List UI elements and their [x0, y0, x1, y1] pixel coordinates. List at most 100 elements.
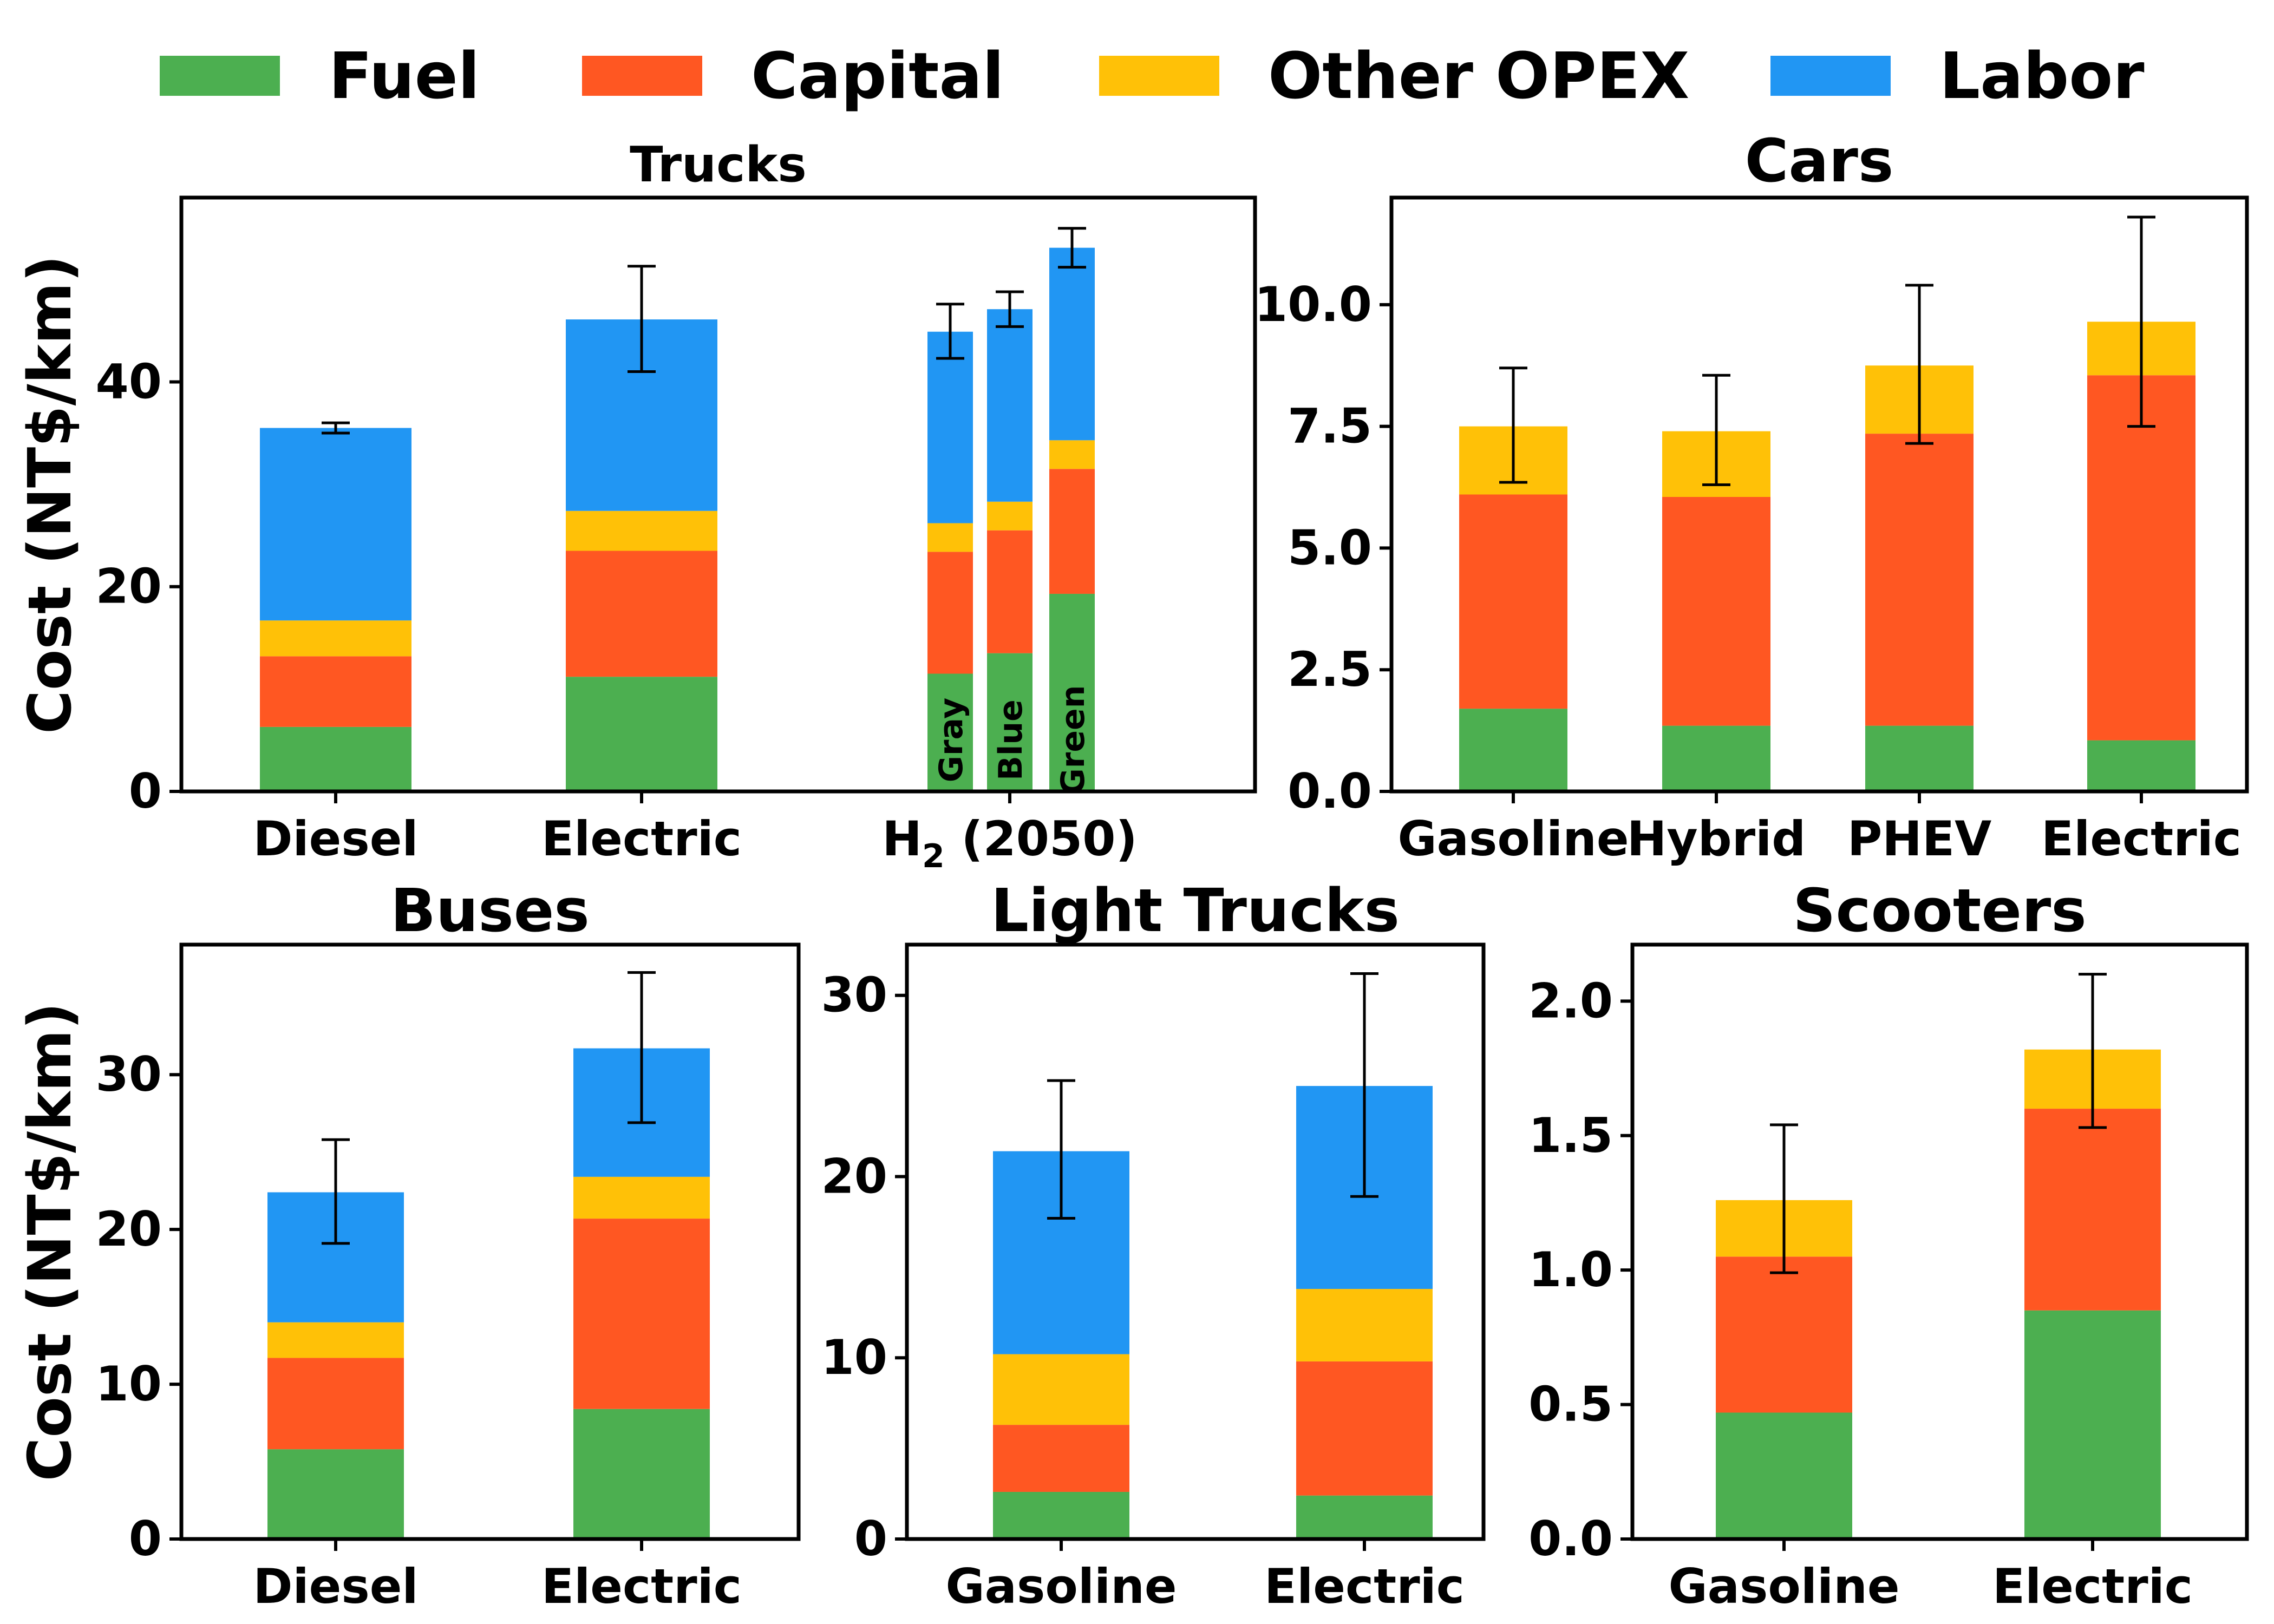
panel-title: Light Trucks — [991, 876, 1400, 945]
y-tick-label: 0.0 — [1528, 1511, 1613, 1567]
panel-scooters: Scooters 0.0 0.5 1.0 1.5 2.0 Gasoline Electric — [1528, 876, 2249, 1614]
bar-segment-fuel — [1662, 725, 1770, 791]
bar-segment-opex — [927, 523, 973, 552]
y-tick-label: 20 — [96, 559, 162, 614]
y-tick-label: 10.0 — [1254, 277, 1372, 332]
bar-segment-capital — [1049, 469, 1095, 594]
y-tick-label: 2.5 — [1288, 641, 1372, 697]
bar-segment-capital — [267, 1358, 404, 1450]
legend-label-opex: Other OPEX — [1268, 38, 1690, 113]
bar-segment-labor — [987, 309, 1033, 502]
bar-segment-capital — [1459, 494, 1567, 709]
bar-sublabel: Green — [1054, 685, 1092, 795]
bar-segment-fuel — [927, 673, 973, 791]
bar-segment-capital — [1296, 1361, 1433, 1496]
y-tick-label: 0 — [129, 763, 162, 819]
bar-segment-opex — [987, 501, 1033, 531]
y-tick-label: 0 — [854, 1511, 887, 1567]
panel-title: Cars — [1745, 126, 1894, 195]
bar-segment-capital — [573, 1219, 710, 1409]
bar-segment-fuel — [2024, 1310, 2161, 1539]
plot-frame — [179, 195, 1257, 794]
panel-title: Scooters — [1793, 876, 2086, 945]
bar-segment-fuel — [566, 677, 717, 791]
bar-segment-capital — [927, 552, 973, 674]
panel-buses: Buses 0 10 20 30 Diesel Electric — [96, 876, 801, 1614]
x-tick-label: Electric — [541, 1558, 742, 1614]
bar-segment-fuel — [260, 726, 411, 791]
y-tick-label: 7.5 — [1288, 398, 1372, 454]
bar-segment-capital — [260, 656, 411, 727]
legend-swatch-capital — [582, 56, 702, 96]
y-tick-label: 0.5 — [1528, 1377, 1613, 1432]
legend-swatch-fuel — [160, 56, 280, 96]
panel-title: Buses — [390, 876, 590, 945]
bar-segment-labor — [927, 331, 973, 523]
y-axis-label: Cost (NT$/km) — [15, 1003, 84, 1482]
panel-light-trucks: Light Trucks 0 10 20 30 Gasoline Electric — [821, 876, 1486, 1614]
bar-segment-capital — [2024, 1109, 2161, 1311]
x-tick-label: Diesel — [253, 1558, 418, 1614]
bar-segment-opex — [1049, 440, 1095, 469]
legend-item-capital: Capital — [582, 38, 1004, 113]
bar-sublabel: Gray — [932, 698, 970, 783]
x-tick-label: Electric — [1264, 1558, 1465, 1614]
plot-frame — [179, 942, 801, 1541]
bar-segment-opex — [993, 1354, 1129, 1425]
bar-segment-capital — [2087, 375, 2195, 741]
bar-segment-fuel — [1049, 593, 1095, 791]
x-tick-label: H2 (2050) — [882, 811, 1137, 875]
bar-segment-fuel — [2087, 740, 2195, 791]
y-tick-label: 20 — [96, 1201, 162, 1257]
bar-segment-capital — [1865, 434, 1974, 726]
plot-frame — [905, 942, 1486, 1541]
y-tick-label: 1.0 — [1528, 1242, 1613, 1298]
x-tick-label: Electric — [1992, 1558, 2193, 1614]
bar-segment-capital — [1662, 496, 1770, 726]
x-tick-label: Hybrid — [1627, 811, 1806, 867]
bar-segment-fuel — [993, 1491, 1129, 1539]
bar-segment-capital — [987, 530, 1033, 653]
x-tick-label: Electric — [541, 811, 742, 867]
y-tick-label: 20 — [821, 1148, 887, 1204]
bar-segment-opex — [267, 1322, 404, 1358]
bar-segment-fuel — [1296, 1495, 1433, 1539]
legend-label-capital: Capital — [751, 38, 1004, 113]
bar-segment-fuel — [1865, 725, 1974, 791]
y-tick-label: 5.0 — [1288, 520, 1372, 575]
panel-trucks: Trucks 0 20 40 Diesel Electric Gray Blue Green H2… — [96, 136, 1257, 875]
x-tick-label: PHEV — [1847, 811, 1991, 867]
y-tick-label: 10 — [96, 1356, 162, 1412]
legend-item-labor: Labor — [1770, 38, 2145, 113]
y-tick-label: 0 — [129, 1511, 162, 1567]
legend-label-fuel: Fuel — [329, 38, 480, 113]
legend-label-labor: Labor — [1939, 38, 2145, 113]
y-axis-label: Cost (NT$/km) — [15, 255, 84, 734]
bar-segment-fuel — [987, 653, 1033, 791]
x-tick-label: Electric — [2041, 811, 2242, 867]
x-tick-label: Gasoline — [945, 1558, 1177, 1614]
bar-segment-fuel — [1459, 709, 1567, 791]
bar-sublabel: Blue — [992, 699, 1030, 781]
y-tick-label: 1.5 — [1528, 1108, 1613, 1163]
y-tick-label: 2.0 — [1528, 973, 1613, 1029]
legend-item-fuel: Fuel — [160, 38, 480, 113]
panel-title: Trucks — [630, 136, 807, 193]
plot-frame — [1630, 942, 2249, 1541]
bar-segment-opex — [1296, 1289, 1433, 1361]
y-tick-label: 0.0 — [1288, 763, 1372, 819]
bar-segment-fuel — [573, 1409, 710, 1539]
plot-frame — [1389, 195, 2249, 794]
x-tick-label: Diesel — [253, 811, 418, 867]
y-tick-label: 30 — [96, 1046, 162, 1102]
bar-segment-opex — [566, 510, 717, 551]
bar-segment-opex — [260, 620, 411, 657]
x-tick-label: Gasoline — [1668, 1558, 1899, 1614]
bar-segment-capital — [566, 551, 717, 677]
bar-segment-labor — [1049, 247, 1095, 441]
legend-swatch-labor — [1770, 56, 1891, 96]
y-tick-label: 30 — [821, 967, 887, 1023]
bar-segment-capital — [1716, 1256, 1852, 1413]
